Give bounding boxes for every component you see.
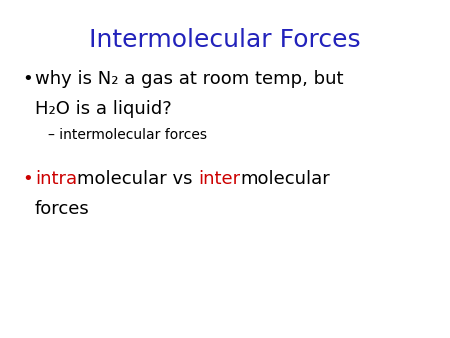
Text: H₂O is a liquid?: H₂O is a liquid? <box>35 100 172 118</box>
Text: •: • <box>22 170 33 188</box>
Text: inter: inter <box>198 170 240 188</box>
Text: intra: intra <box>35 170 77 188</box>
Text: – intermolecular forces: – intermolecular forces <box>48 128 207 142</box>
Text: •: • <box>22 70 33 88</box>
Text: why is N₂ a gas at room temp, but: why is N₂ a gas at room temp, but <box>35 70 343 88</box>
Text: forces: forces <box>35 200 90 218</box>
Text: Intermolecular Forces: Intermolecular Forces <box>89 28 361 52</box>
Text: molecular: molecular <box>240 170 330 188</box>
Text: molecular vs: molecular vs <box>77 170 198 188</box>
